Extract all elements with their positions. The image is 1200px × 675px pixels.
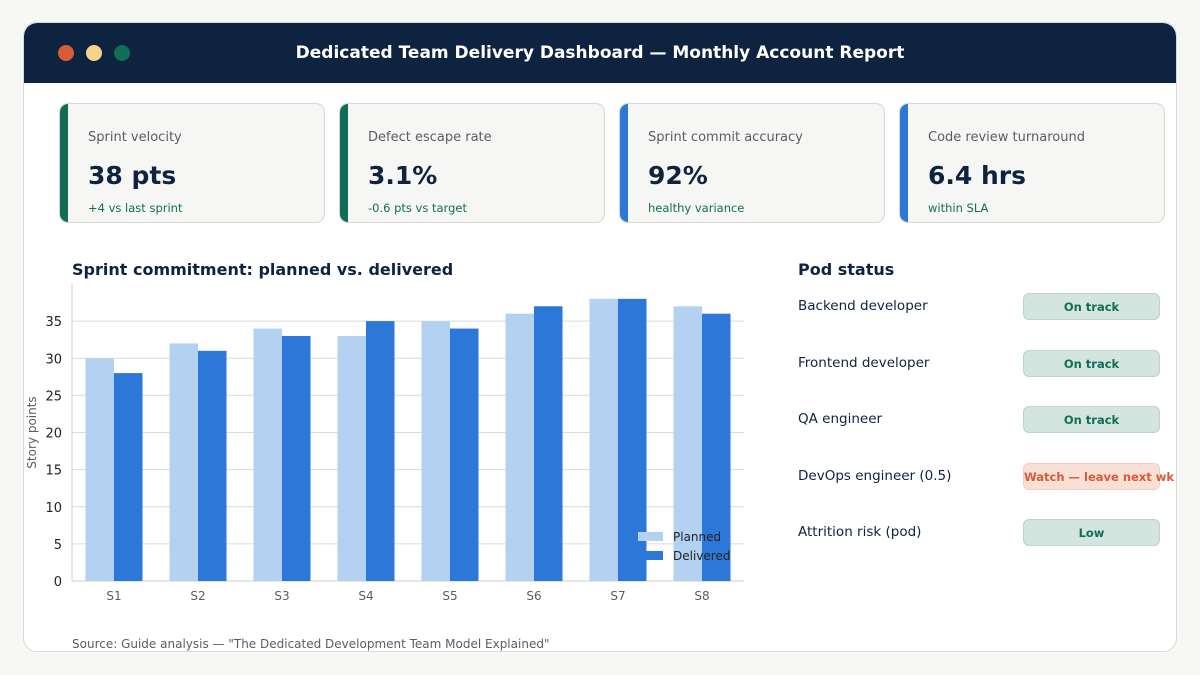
pod-status-title: Pod status bbox=[798, 260, 895, 279]
bar-planned-s8 bbox=[673, 306, 702, 581]
pod-role: Backend developer bbox=[798, 298, 928, 314]
x-tick-label: S4 bbox=[358, 589, 373, 603]
pod-row: Attrition risk (pod) Low bbox=[798, 519, 1160, 547]
kpi-label: Sprint commit accuracy bbox=[648, 130, 803, 145]
kpi-note: -0.6 pts vs target bbox=[368, 201, 467, 215]
pod-row: Backend developer On track bbox=[798, 293, 1160, 321]
status-badge: On track bbox=[1023, 406, 1160, 433]
y-tick-label: 15 bbox=[45, 464, 62, 479]
bar-delivered-s2 bbox=[198, 350, 227, 581]
bar-planned-s2 bbox=[169, 343, 198, 581]
status-badge: Low bbox=[1023, 519, 1160, 546]
kpi-note: +4 vs last sprint bbox=[88, 201, 183, 215]
bar-delivered-s5 bbox=[450, 328, 479, 581]
bar-planned-s7 bbox=[589, 298, 618, 581]
x-tick-label: S6 bbox=[526, 589, 541, 603]
kpi-card-defect-escape-rate: Defect escape rate 3.1% -0.6 pts vs targ… bbox=[339, 103, 605, 223]
pod-row: QA engineer On track bbox=[798, 406, 1160, 434]
kpi-value: 3.1% bbox=[368, 161, 438, 190]
kpi-label: Sprint velocity bbox=[88, 130, 182, 145]
pod-role: DevOps engineer (0.5) bbox=[798, 468, 952, 484]
y-tick-label: 35 bbox=[45, 315, 62, 330]
title-bar: Dedicated Team Delivery Dashboard — Mont… bbox=[24, 23, 1176, 83]
status-badge: Watch — leave next wk bbox=[1023, 463, 1174, 490]
kpi-card-commit-accuracy: Sprint commit accuracy 92% healthy varia… bbox=[619, 103, 885, 223]
close-window-icon[interactable] bbox=[58, 45, 74, 61]
bar-planned-s5 bbox=[421, 321, 450, 581]
kpi-label: Code review turnaround bbox=[928, 130, 1085, 145]
pod-role: Frontend developer bbox=[798, 355, 930, 371]
bar-planned-s3 bbox=[253, 328, 282, 581]
kpi-card-sprint-velocity: Sprint velocity 38 pts +4 vs last sprint bbox=[59, 103, 325, 223]
legend-label-delivered: Delivered bbox=[673, 549, 730, 563]
x-tick-label: S8 bbox=[694, 589, 709, 603]
bar-delivered-s1 bbox=[114, 373, 143, 581]
kpi-note: within SLA bbox=[928, 201, 989, 215]
x-tick-label: S1 bbox=[106, 589, 121, 603]
kpi-accent-bar bbox=[620, 104, 628, 222]
bar-delivered-s4 bbox=[366, 321, 395, 581]
kpi-label: Defect escape rate bbox=[368, 130, 492, 145]
kpi-card-review-turnaround: Code review turnaround 6.4 hrs within SL… bbox=[899, 103, 1165, 223]
pod-role: Attrition risk (pod) bbox=[798, 524, 922, 540]
kpi-accent-bar bbox=[340, 104, 348, 222]
maximize-window-icon[interactable] bbox=[114, 45, 130, 61]
y-tick-label: 5 bbox=[54, 538, 62, 553]
kpi-value: 38 pts bbox=[88, 161, 177, 190]
y-tick-label: 30 bbox=[45, 352, 62, 367]
bar-delivered-s8 bbox=[702, 313, 731, 581]
kpi-accent-bar bbox=[900, 104, 908, 222]
x-tick-label: S3 bbox=[274, 589, 289, 603]
pod-role: QA engineer bbox=[798, 411, 883, 427]
kpi-note: healthy variance bbox=[648, 201, 745, 215]
kpi-value: 6.4 hrs bbox=[928, 161, 1026, 190]
bar-delivered-s3 bbox=[282, 335, 311, 581]
bar-planned-s4 bbox=[337, 335, 366, 581]
status-badge: On track bbox=[1023, 350, 1160, 377]
dashboard-window: Dedicated Team Delivery Dashboard — Mont… bbox=[23, 22, 1177, 652]
y-tick-label: 0 bbox=[54, 575, 62, 590]
window-title: Dedicated Team Delivery Dashboard — Mont… bbox=[295, 43, 905, 63]
legend-swatch-planned bbox=[638, 532, 663, 541]
chart-title: Sprint commitment: planned vs. delivered bbox=[72, 260, 454, 279]
sprint-bar-chart: 0 5 10 15 20 25 30 35 Story points S1 S2 S3 S4 S5 S6 S7… bbox=[25, 284, 744, 603]
x-tick-label: S5 bbox=[442, 589, 457, 603]
pod-row: DevOps engineer (0.5) Watch — leave next … bbox=[798, 463, 1174, 491]
legend-swatch-delivered bbox=[638, 551, 663, 560]
bar-planned-s1 bbox=[85, 358, 114, 581]
source-note: Source: Guide analysis — "The Dedicated … bbox=[72, 637, 550, 651]
pod-row: Frontend developer On track bbox=[798, 350, 1160, 378]
y-tick-label: 20 bbox=[45, 427, 62, 442]
y-axis-label: Story points bbox=[25, 396, 39, 468]
x-tick-label: S7 bbox=[610, 589, 625, 603]
legend-label-planned: Planned bbox=[673, 530, 721, 544]
bar-delivered-s6 bbox=[534, 306, 563, 581]
bar-planned-s6 bbox=[505, 313, 534, 581]
y-tick-label: 25 bbox=[45, 389, 62, 404]
kpi-accent-bar bbox=[60, 104, 68, 222]
minimize-window-icon[interactable] bbox=[86, 45, 102, 61]
y-tick-label: 10 bbox=[45, 501, 62, 516]
x-tick-label: S2 bbox=[190, 589, 205, 603]
kpi-value: 92% bbox=[648, 161, 708, 190]
status-badge: On track bbox=[1023, 293, 1160, 320]
